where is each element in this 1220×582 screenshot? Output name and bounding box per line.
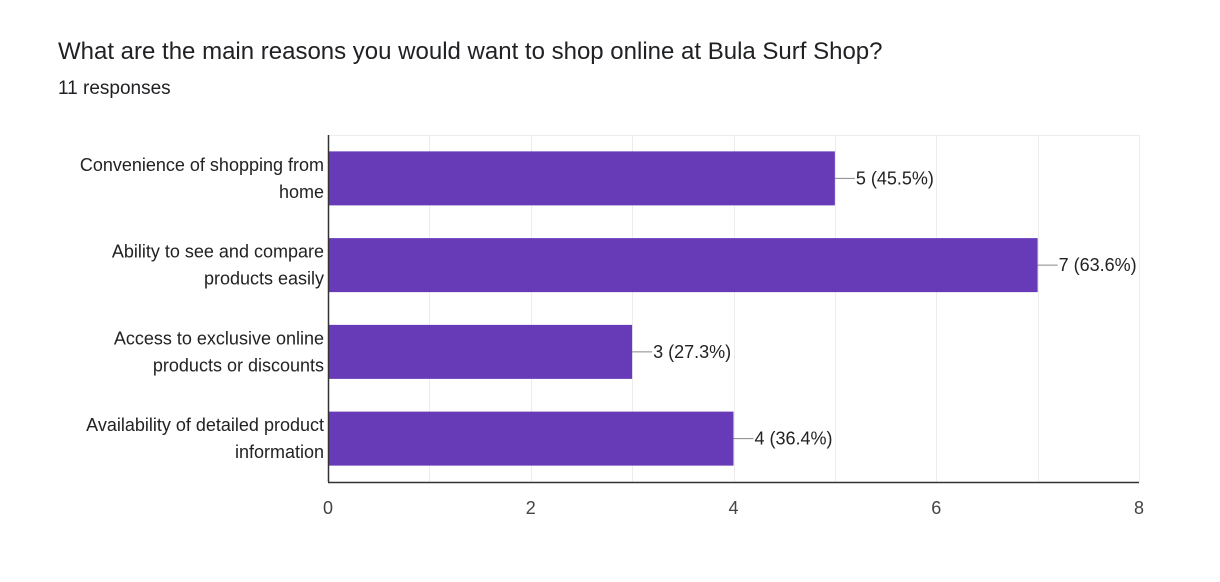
x-tick-label: 0	[323, 498, 333, 518]
bar	[328, 238, 1038, 293]
category-label: Convenience of shopping from	[80, 155, 324, 175]
category-label: Ability to see and compare	[112, 242, 324, 262]
category-label: products easily	[204, 269, 324, 289]
x-tick-label: 8	[1134, 498, 1144, 518]
x-tick-label: 4	[728, 498, 738, 518]
data-label: 7 (63.6%)	[1059, 255, 1137, 275]
chart-title: What are the main reasons you would want…	[58, 38, 883, 65]
bar	[328, 411, 734, 466]
data-label: 3 (27.3%)	[653, 342, 731, 362]
data-label: 5 (45.5%)	[856, 168, 934, 188]
x-tick-label: 6	[931, 498, 941, 518]
category-label: Access to exclusive online	[114, 328, 324, 348]
category-label: Availability of detailed product	[86, 415, 324, 435]
response-count: 11 responses	[58, 78, 171, 99]
bar	[328, 151, 835, 206]
category-label: information	[235, 442, 324, 462]
category-label: home	[279, 182, 324, 202]
x-tick-label: 2	[526, 498, 536, 518]
bar	[328, 324, 633, 379]
data-label: 4 (36.4%)	[755, 429, 833, 449]
category-label: products or discounts	[153, 355, 324, 375]
